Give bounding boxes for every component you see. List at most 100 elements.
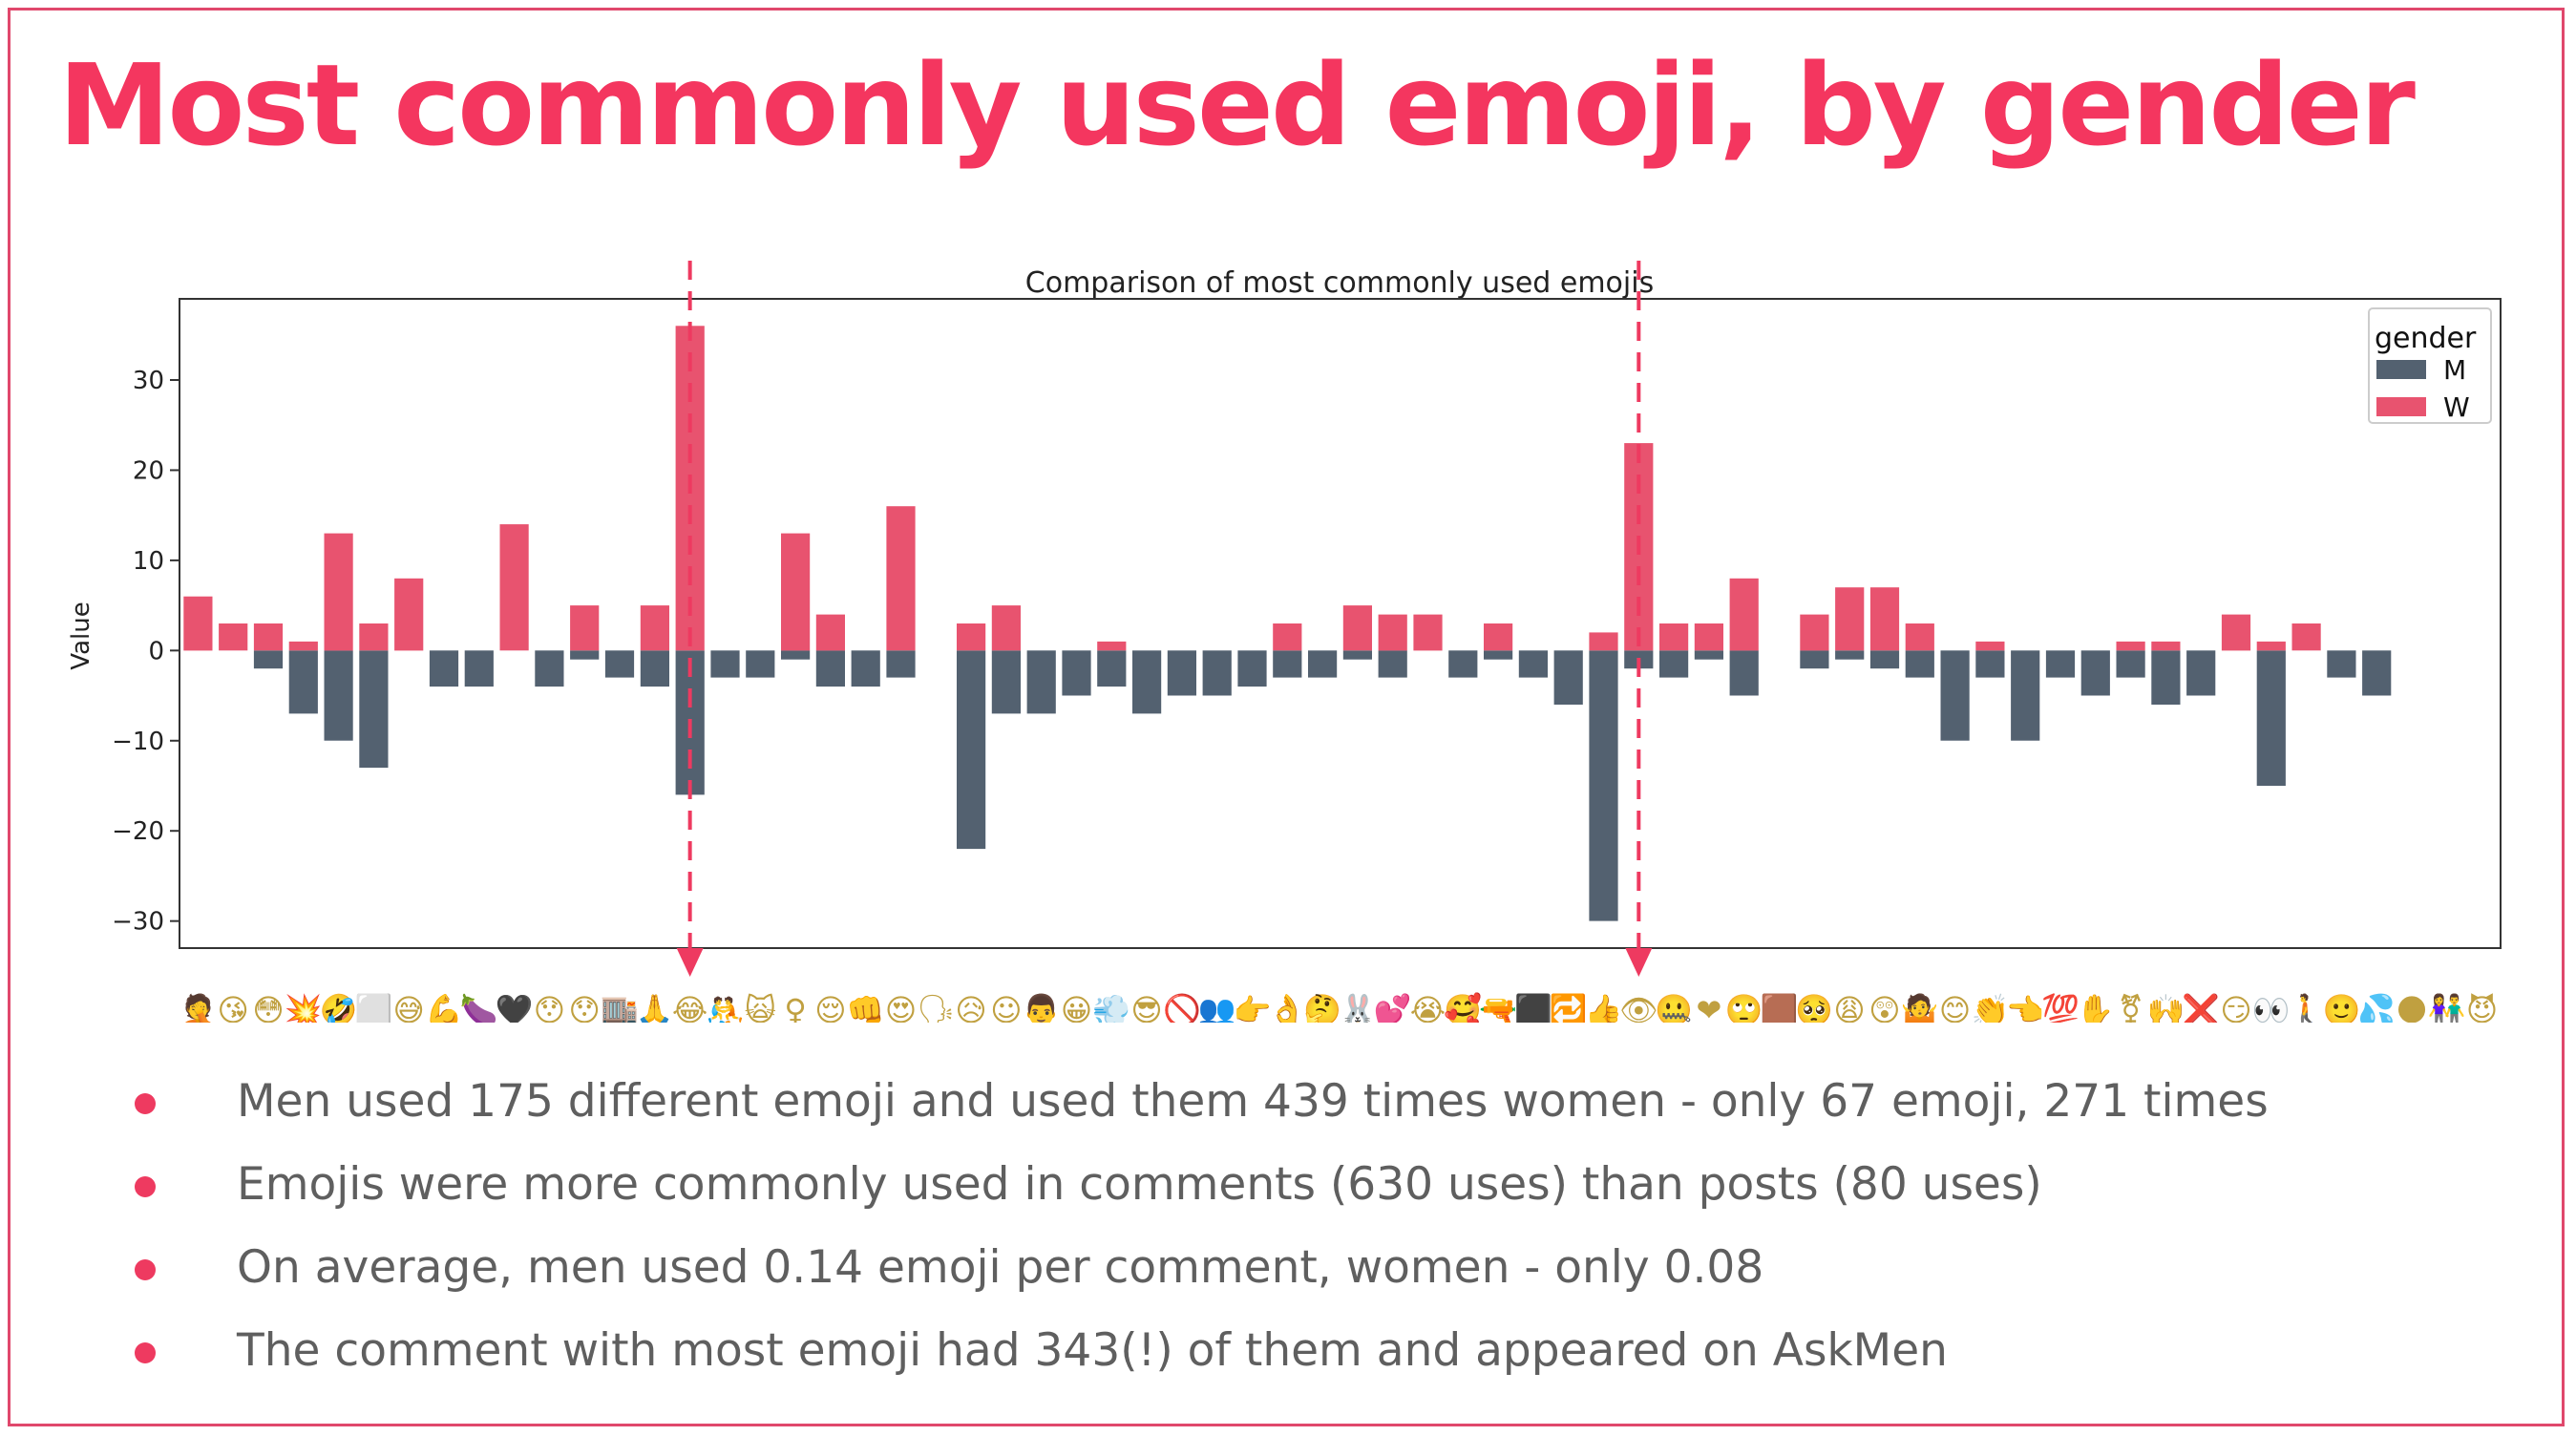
bar-m — [1589, 650, 1618, 921]
bar-w — [394, 578, 424, 651]
bar-m — [2256, 650, 2286, 786]
x-tick-emoji: 🤦 — [179, 992, 217, 1023]
x-tick-emoji: 🏬 — [601, 992, 639, 1023]
bar-m — [1553, 650, 1583, 705]
bar-m — [710, 650, 740, 678]
bar-m — [991, 650, 1021, 714]
x-tick-emoji: 👈 — [2006, 992, 2044, 1023]
bar-m — [957, 650, 986, 850]
x-tick-emoji: 👨 — [1023, 992, 1061, 1023]
x-tick-emoji: 😍 — [885, 992, 917, 1023]
bar-m — [1132, 650, 1162, 714]
x-tick-emoji: 🐰 — [1339, 992, 1377, 1023]
legend-label-w: W — [2443, 391, 2470, 423]
x-tick-emoji: 🤷 — [1901, 992, 1939, 1023]
bar-m — [570, 650, 600, 660]
chart-title: Comparison of most commonly used emojis — [1025, 266, 1654, 300]
bar-m — [253, 650, 284, 669]
bar-w — [781, 533, 811, 651]
x-tick-emoji: 👉 — [1234, 992, 1272, 1023]
x-tick-emoji: 👏 — [1971, 992, 2009, 1023]
bar-w — [499, 524, 529, 651]
x-tick-emoji: ❌ — [2182, 992, 2220, 1023]
x-tick-emoji: 😯 — [569, 992, 601, 1023]
bullet-item: On average, men used 0.14 emoji per comm… — [135, 1235, 2269, 1318]
bar-w — [1729, 578, 1759, 651]
bullet-text: On average, men used 0.14 emoji per comm… — [237, 1241, 1764, 1294]
y-axis-ticks: −30 −20 −10 0 10 20 30 — [112, 367, 179, 937]
x-tick-emoji: 😥 — [955, 992, 986, 1023]
bar-m — [1202, 650, 1232, 696]
bar-w — [1694, 623, 1723, 651]
x-tick-emoji: 🥰 — [1444, 992, 1482, 1023]
x-tick-emoji: 👌 — [1268, 992, 1306, 1023]
bar-w — [886, 506, 916, 651]
x-tick-emoji: 🗣 — [917, 992, 956, 1023]
x-tick-emoji: 😯 — [534, 992, 565, 1023]
bar-m — [2116, 650, 2145, 678]
x-tick-emoji: 😌 — [814, 992, 846, 1023]
x-tick-emoji: 😘 — [218, 992, 249, 1023]
bullet-list: Men used 175 different emoji and used th… — [135, 1068, 2269, 1401]
bar-m — [746, 650, 775, 678]
bar-w — [957, 623, 986, 651]
y-tick-label: 10 — [133, 547, 164, 576]
bar-w — [324, 533, 353, 651]
legend-box — [2368, 307, 2492, 424]
bar-m — [815, 650, 845, 687]
bar-w — [219, 623, 248, 651]
x-tick-emoji: 😂 — [672, 992, 707, 1023]
bullet-text: Emojis were more commonly used in commen… — [237, 1158, 2042, 1211]
x-tick-emoji: 👁 — [1619, 992, 1658, 1023]
bullet-dot — [135, 1259, 156, 1280]
plot-frame — [179, 298, 2502, 949]
y-axis-label: Value — [67, 602, 95, 669]
x-tick-emoji: 🤣 — [319, 992, 358, 1023]
highlight-arrowhead — [1625, 948, 1653, 977]
x-tick-emoji: 🚶 — [2288, 992, 2326, 1023]
x-tick-emoji: 😊 — [1939, 992, 1971, 1023]
bar-w — [1273, 623, 1302, 651]
bar-chart: Comparison of most commonly used emojis … — [67, 261, 2502, 1023]
x-tick-emoji: 🚫 — [1163, 992, 1201, 1023]
legend-label-m: M — [2443, 354, 2466, 386]
bar-w — [359, 623, 389, 651]
bar-w — [288, 641, 318, 651]
x-tick-emoji: 👍 — [1585, 992, 1623, 1023]
slide: Most commonly used emoji, by gender Comp… — [8, 8, 2565, 1426]
y-tick-label: 30 — [133, 367, 164, 395]
bar-m — [1659, 650, 1689, 678]
x-tick-emoji: 👫 — [2428, 992, 2466, 1023]
bar-w — [1659, 623, 1689, 651]
bar-w — [2256, 641, 2286, 651]
bar-m — [1342, 650, 1372, 660]
bar-m — [2186, 650, 2216, 696]
x-tick-emoji: 👀 — [2252, 992, 2291, 1023]
bar-m — [2327, 650, 2356, 678]
x-tick-emoji: 😳 — [252, 992, 284, 1023]
bar-m — [535, 650, 564, 687]
bar-m — [2045, 650, 2076, 678]
bar-m — [1273, 650, 1302, 678]
bar-m — [1800, 650, 1829, 669]
x-tick-emoji: 👊 — [847, 992, 885, 1023]
bar-w — [1342, 605, 1372, 651]
bar-w — [991, 605, 1021, 651]
legend-swatch-m — [2376, 360, 2426, 379]
bar-w — [570, 605, 600, 651]
x-tick-emoji: 😎 — [1130, 992, 1162, 1023]
x-tick-emoji: 🍆 — [460, 992, 498, 1023]
bar-m — [1729, 650, 1759, 696]
bar-w — [815, 614, 845, 651]
x-tick-emoji: 🖤 — [496, 992, 534, 1023]
x-tick-emoji: 👥 — [1198, 992, 1236, 1023]
bar-m — [429, 650, 459, 687]
x-tick-emoji: 🙂 — [2322, 992, 2360, 1023]
bar-w — [1835, 587, 1865, 651]
bullet-dot — [135, 1342, 156, 1363]
x-tick-emoji: 💪 — [425, 992, 463, 1023]
bar-m — [2151, 650, 2181, 705]
bullet-item: Emojis were more commonly used in commen… — [135, 1151, 2269, 1235]
x-tick-emoji: 😈 — [2466, 992, 2498, 1023]
bar-m — [1694, 650, 1723, 660]
